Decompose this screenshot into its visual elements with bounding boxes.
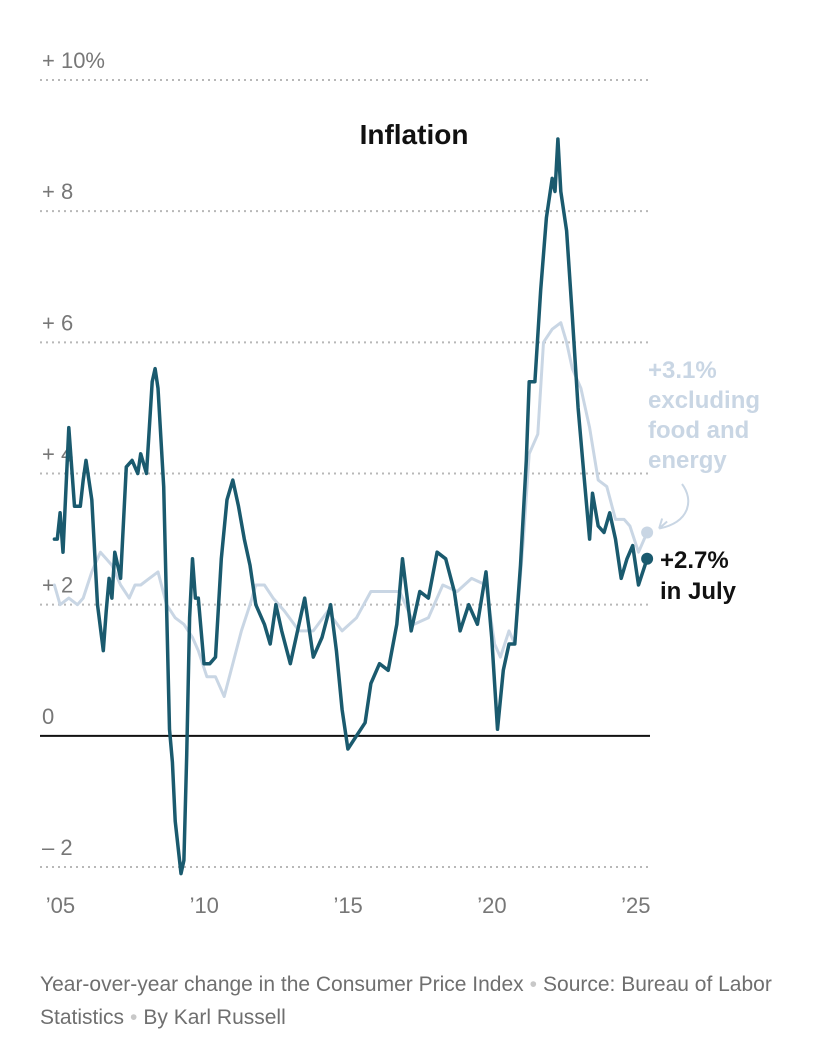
series-lines (52, 137, 649, 876)
x-tick-label: ’05 (46, 893, 75, 918)
y-tick-label: 0 (42, 704, 54, 729)
y-tick-label: + 8 (42, 179, 73, 204)
chart-title: Inflation (360, 119, 469, 150)
x-axis-ticks: ’05 ’10 ’15 ’20 ’25 (46, 893, 651, 918)
x-tick-label: ’15 (333, 893, 362, 918)
inflation-chart: + 10%+ 8+ 6+ 4+ 20– 2 ’05’10’15’20’25 In… (40, 48, 760, 918)
y-axis-ticks: + 10%+ 8+ 6+ 4+ 20– 2 (42, 48, 105, 860)
y-tick-label: + 6 (42, 310, 73, 335)
x-tick-label: ’25 (621, 893, 650, 918)
headline-end-dot (641, 552, 654, 565)
core-annotation-arrow (658, 483, 690, 530)
core-cpi-line (52, 321, 649, 698)
y-tick-label: – 2 (42, 835, 73, 860)
core-annotation-label: energy (648, 447, 727, 474)
footer-description: Year-over-year change in the Consumer Pr… (40, 973, 524, 996)
footer-byline: By Karl Russell (143, 1006, 286, 1029)
footer-separator: • (130, 1006, 138, 1029)
headline-cpi-line (52, 137, 649, 876)
core-end-dot (641, 526, 654, 539)
x-tick-label: ’20 (477, 893, 506, 918)
core-annotation-label: excluding (648, 387, 760, 414)
footer-source: Source: Bureau of Labor Statistics (40, 973, 772, 1029)
x-tick-label: ’10 (190, 893, 219, 918)
y-tick-label: + 10% (42, 48, 105, 73)
chart-footer: Year-over-year change in the Consumer Pr… (40, 968, 780, 1034)
core-annotation-label: food and (648, 417, 749, 444)
core-annotation-label: +3.1% (648, 357, 717, 384)
headline-annotation-label: +2.7% (660, 547, 729, 574)
headline-annotation-label: in July (660, 578, 737, 605)
footer-separator: • (529, 973, 538, 996)
annotations: +3.1% excluding food and energy +2.7% in July (641, 357, 760, 605)
grid-lines (40, 79, 650, 868)
